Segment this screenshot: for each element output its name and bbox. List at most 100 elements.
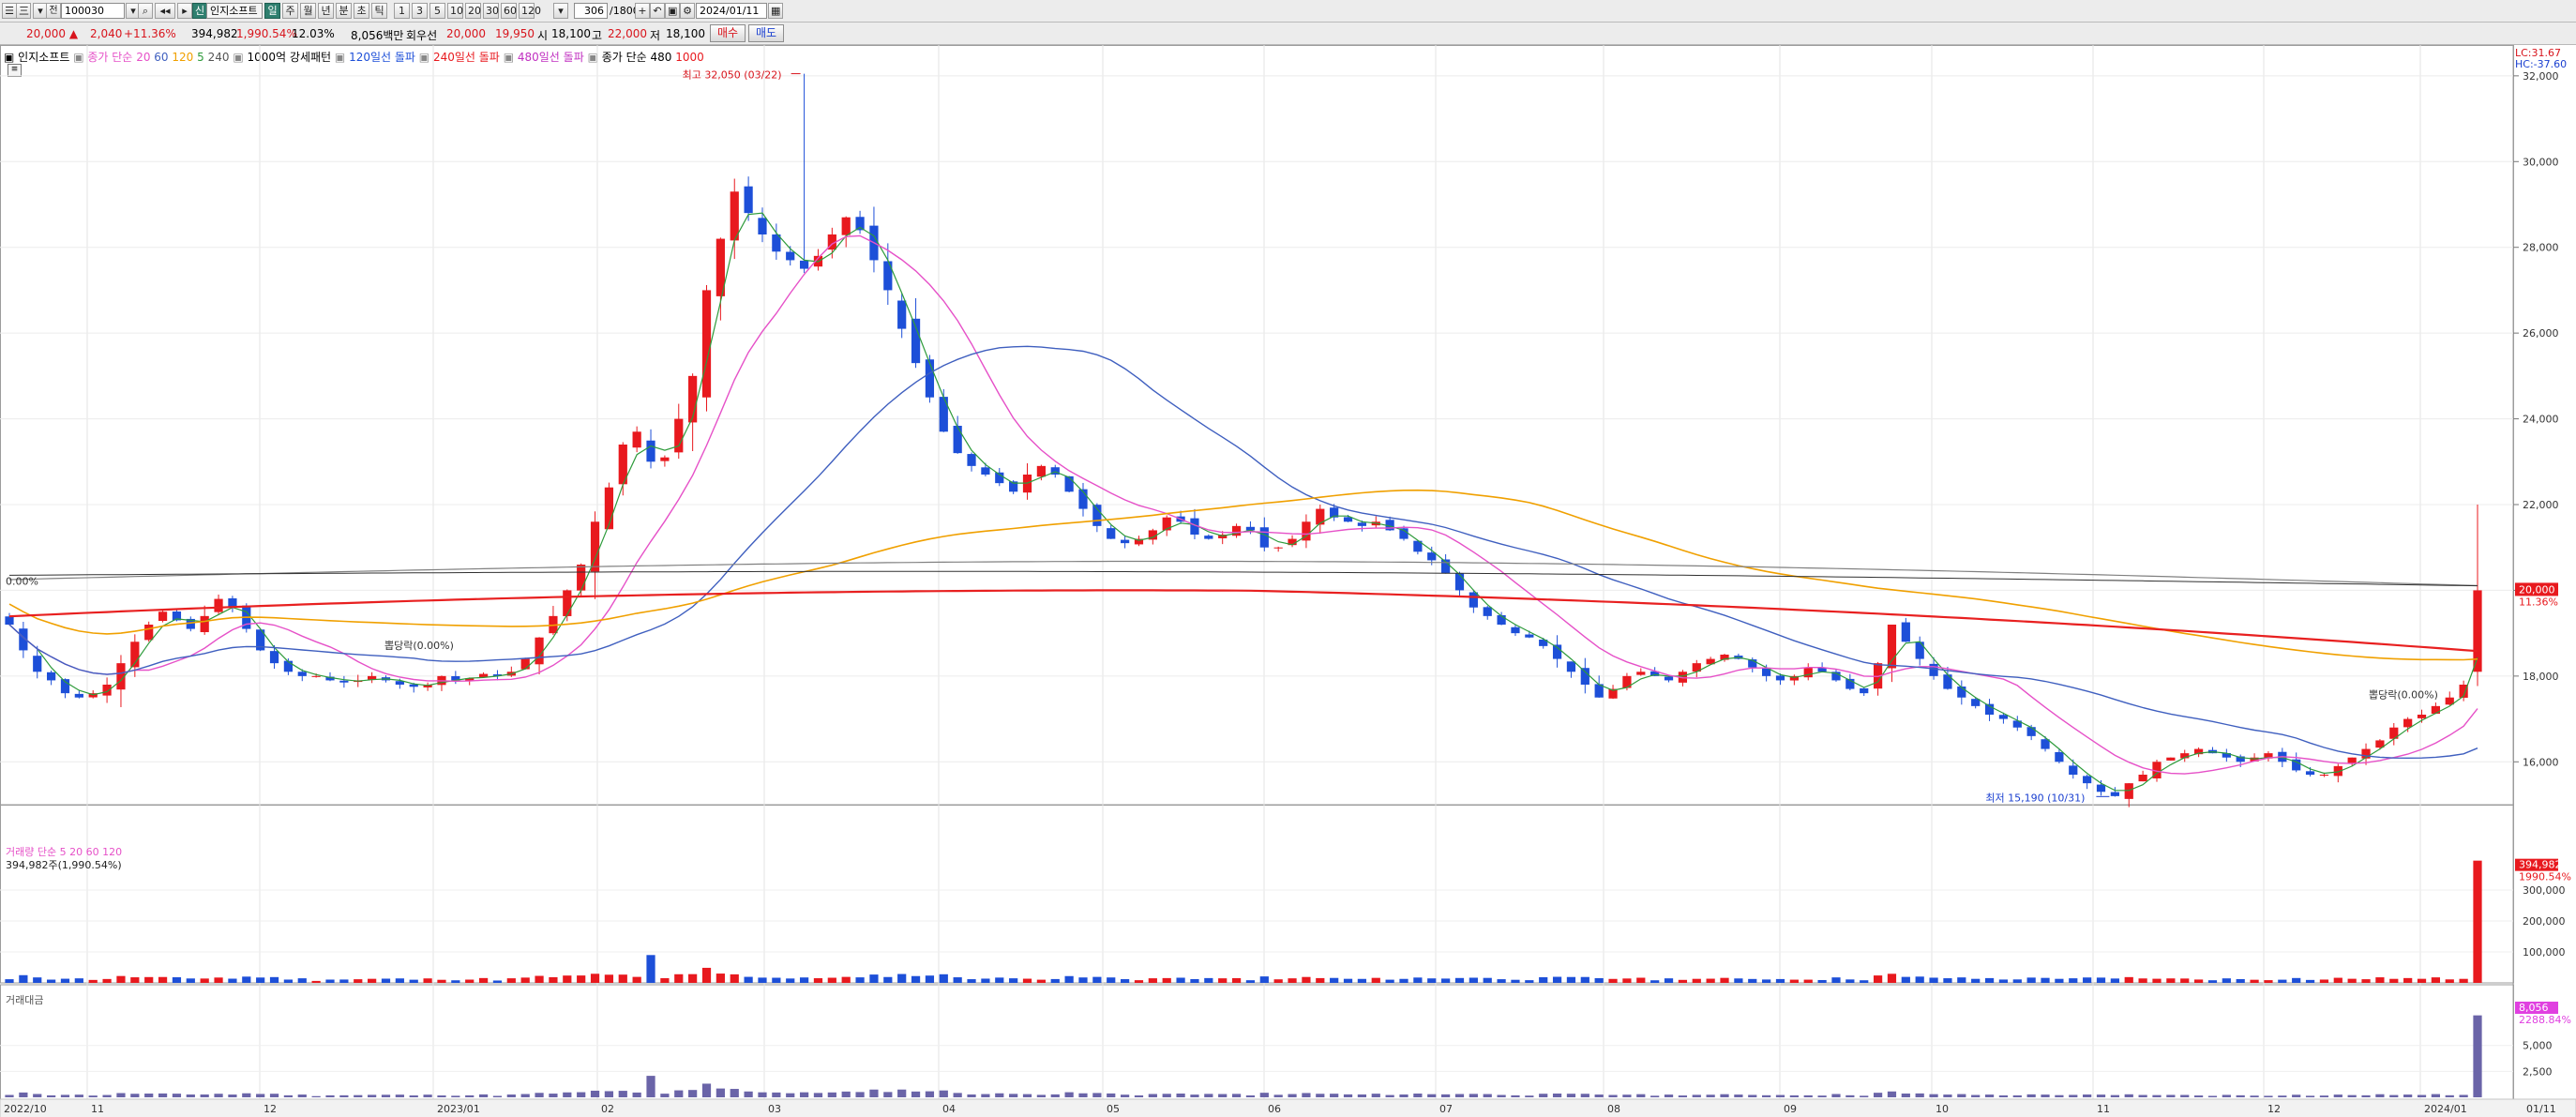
amount-bar [1441, 1094, 1451, 1097]
amount-bar [1636, 1094, 1646, 1097]
search-type-button[interactable]: 전 [46, 3, 61, 19]
market-select[interactable]: 三 [16, 3, 31, 19]
amount-bar [325, 1094, 335, 1097]
price-change-pct: +11.36% [124, 27, 176, 40]
calendar-icon[interactable]: ▦ [768, 3, 783, 19]
candle-body [995, 472, 1004, 484]
volume-bar [2319, 979, 2329, 983]
volume-bar [1901, 976, 1910, 983]
candle-body [1231, 525, 1242, 536]
minute-tab-60[interactable]: 60 [501, 3, 517, 19]
minute-tab-5[interactable]: 5 [429, 3, 445, 19]
sell-button[interactable]: 매도 [748, 24, 784, 42]
volume-bar [228, 978, 237, 983]
period-tab-1[interactable]: 주 [282, 3, 298, 19]
ma240-line [8, 589, 2478, 653]
volume-bar [1580, 976, 1589, 983]
sound-icon[interactable]: ◂◂ [155, 3, 175, 19]
next-stock-icon[interactable]: ▸ [177, 3, 192, 19]
candle-body [1036, 465, 1046, 477]
amount-bar [158, 1093, 168, 1097]
amount-bar [1887, 1091, 1897, 1097]
minute-tab-10[interactable]: 10 [447, 3, 463, 19]
candle-body [1860, 687, 1869, 694]
amount-bar [2166, 1094, 2176, 1097]
candle-body [660, 457, 670, 461]
period-tab-0[interactable]: 일 [264, 3, 280, 19]
ma480-line [8, 560, 2478, 586]
volume-bar [381, 978, 391, 983]
candle-body [688, 375, 698, 423]
volume-bar [758, 977, 767, 983]
gear-icon[interactable]: ⚙ [680, 3, 695, 19]
amount-bar [1775, 1094, 1785, 1097]
save-icon[interactable]: ▣ [665, 3, 680, 19]
minute-tab-20[interactable]: 20 [465, 3, 481, 19]
amount-bar [1302, 1093, 1311, 1097]
panel-settings-icon[interactable]: ≡ [8, 64, 22, 77]
chevron-down-icon[interactable]: ▾ [553, 3, 568, 19]
stock-code-input[interactable]: 100030 [61, 3, 125, 19]
amount-bar [1915, 1093, 1924, 1097]
period-tab-5[interactable]: 초 [354, 3, 369, 19]
search-icon[interactable]: ⌕ [138, 3, 153, 19]
volume-bar [2473, 860, 2482, 983]
amount-bar [2083, 1094, 2092, 1097]
amount-bar [883, 1092, 893, 1097]
price-axis-label: 30,000 [2523, 156, 2559, 168]
candle-body [1957, 687, 1966, 698]
period-tab-2[interactable]: 월 [300, 3, 316, 19]
date-input[interactable]: 2024/01/11 [696, 3, 767, 19]
volume-bar [1078, 977, 1088, 983]
volume-bar [269, 976, 279, 983]
amount-bar [1231, 1094, 1242, 1097]
minute-tab-30[interactable]: 30 [483, 3, 499, 19]
legend-row: ▣ 인지소프트 ▣ 종가 단순 20 60 120 5 240 ▣ 1000억 … [4, 51, 704, 64]
candle-body [1092, 505, 1102, 526]
amount-bar [2305, 1095, 2315, 1097]
candle-body [1427, 552, 1437, 561]
amount-bar [60, 1094, 70, 1097]
volume-bar [786, 978, 795, 983]
amount-bar [688, 1090, 698, 1097]
candle-body [1134, 538, 1144, 545]
undo-icon[interactable]: ↶ [650, 3, 665, 19]
volume-bar [200, 978, 209, 983]
volume-bar [1678, 979, 1688, 983]
minute-tab-3[interactable]: 3 [412, 3, 428, 19]
minute-tab-120[interactable]: 120 [519, 3, 541, 19]
candle-count-input[interactable]: 306 [574, 3, 608, 19]
buy-button[interactable]: 매수 [710, 24, 746, 42]
legend-ma-label: 종가 단순 [87, 51, 133, 64]
volume-bar [1957, 977, 1966, 983]
x-axis-label: 05 [1107, 1103, 1120, 1115]
amount-bar [897, 1089, 907, 1097]
candle-body [269, 651, 279, 664]
menu-icon[interactable]: ☰ [2, 3, 17, 19]
volume-bar [2459, 978, 2468, 983]
amount-bar [1259, 1093, 1269, 1097]
ma120-line [8, 489, 2478, 661]
volume-bar [478, 977, 489, 983]
amount-bar [911, 1091, 921, 1097]
amount-bar [1288, 1094, 1297, 1097]
amount-bar [130, 1094, 140, 1097]
zoom-in-icon[interactable]: + [635, 3, 650, 19]
volume-bar [981, 978, 990, 983]
x-axis-band [0, 1098, 2576, 1117]
amount-bar [1469, 1094, 1478, 1097]
candle-body [1273, 547, 1283, 549]
legend-collapse-icon[interactable]: ▣ [4, 51, 15, 64]
amount-bar [1720, 1094, 1729, 1097]
amount-bar [381, 1094, 391, 1097]
volume-bar [409, 979, 418, 983]
minute-tab-1[interactable]: 1 [394, 3, 410, 19]
price-chart[interactable]: 2022/10 11 12 2023/01 02 03 04 05 06 07 08 09 10 11 12… [0, 45, 2576, 1117]
period-tab-4[interactable]: 분 [336, 3, 352, 19]
volume-bar [2389, 978, 2399, 983]
amount-bar [995, 1093, 1004, 1097]
period-tab-3[interactable]: 년 [318, 3, 334, 19]
period-tab-6[interactable]: 틱 [371, 3, 387, 19]
amount-bar [5, 1094, 14, 1097]
amount-bar [1064, 1092, 1074, 1097]
